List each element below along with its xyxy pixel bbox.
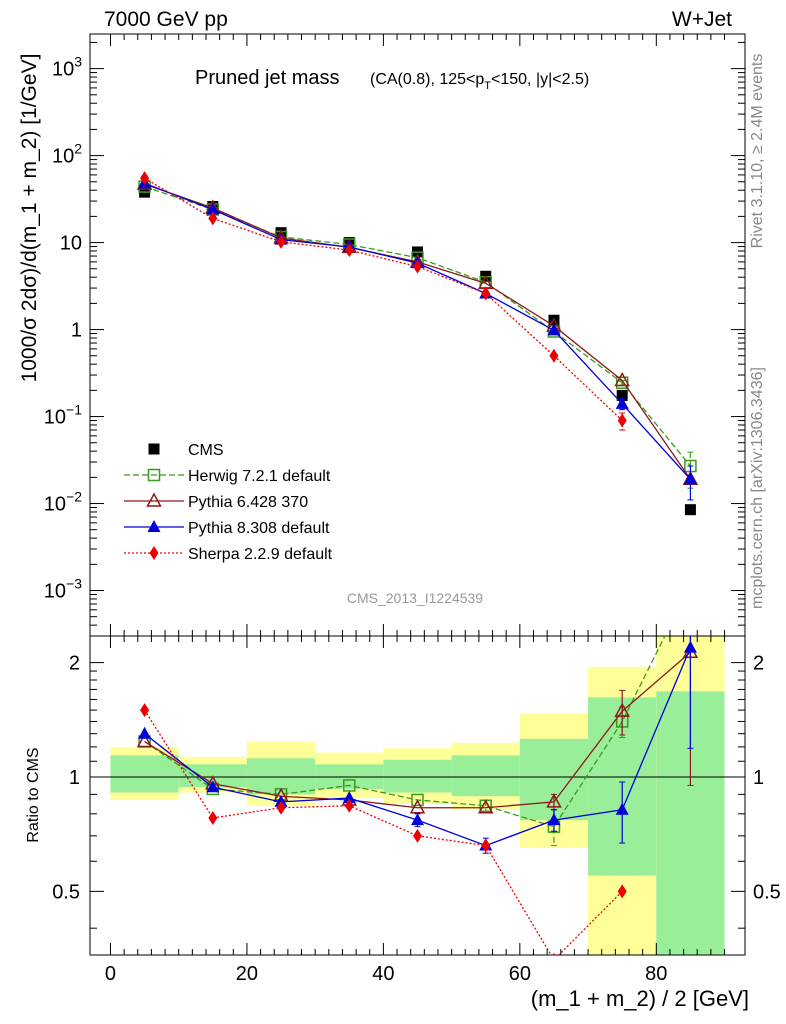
ratio-y-tick-label: 2 [69, 653, 80, 675]
ratio-point-herwig-7-2-1-default [685, 580, 696, 591]
ratio-point-pythia-8-308-default [206, 780, 220, 793]
y-tick-label: 10−1 [44, 402, 82, 429]
main-point-pythia-6-428-370 [614, 371, 630, 387]
y-tick-label: 10−3 [44, 576, 82, 603]
header-right: W+Jet [672, 8, 732, 31]
watermark: CMS_2013_I1224539 [347, 590, 483, 606]
ratio-line-pythia-6-428-370 [144, 651, 691, 809]
ratio-frame [89, 635, 746, 956]
ratio-point-herwig-7-2-1-default [343, 779, 356, 792]
rivet-label: Rivet 3.1.10, ≥ 2.4M events [749, 54, 766, 249]
ratio-point-sherpa-2-2-9-default [208, 810, 218, 825]
uncertainty-band-green [110, 755, 179, 793]
y-tick-label: 103 [52, 54, 82, 81]
ratio-point-sherpa-2-2-9-default [140, 703, 150, 718]
main-point-pythia-8-308-default [206, 202, 220, 215]
x-tick-label: 20 [236, 963, 258, 985]
ratio-series-group [136, 580, 699, 955]
x-tick-label: 0 [105, 963, 116, 985]
ratio-point-pythia-6-428-370 [546, 793, 562, 808]
legend-label-herwig-7-2-1-default: Herwig 7.2.1 default [188, 468, 331, 485]
main-line-pythia-6-428-370 [144, 183, 691, 480]
ratio-y-tick-label: 1 [69, 767, 80, 789]
ratio-point-pythia-8-308-default [411, 813, 424, 826]
main-line-sherpa-2-2-9-default [144, 177, 623, 422]
ratio-point-pythia-6-428-370 [614, 702, 630, 717]
main-series-group [136, 171, 699, 516]
legend-marker-cms [148, 443, 160, 455]
mcplots-label: mcplots.cern.ch [arXiv:1306.3436] [749, 367, 766, 609]
main-point-sherpa-2-2-9-default [549, 348, 559, 363]
ratio-point-pythia-6-428-370 [477, 799, 494, 814]
ratio-y-axis-label: Ratio to CMS [25, 747, 42, 842]
main-point-pythia-8-308-default [615, 396, 629, 409]
ratio-point-pythia-6-428-370 [409, 799, 426, 814]
main-point-sherpa-2-2-9-default [617, 413, 627, 428]
ratio-point-pythia-8-308-default [342, 791, 356, 804]
legend-marker-sherpa-2-2-9-default [149, 546, 159, 560]
main-point-sherpa-2-2-9-default [140, 171, 150, 186]
ratio-point-sherpa-2-2-9-default [617, 884, 627, 899]
uncertainty-band-green [451, 755, 520, 797]
y-tick-label: 1 [71, 320, 82, 342]
main-line-herwig-7-2-1-default [144, 185, 691, 467]
main-point-sherpa-2-2-9-default [344, 243, 354, 258]
ratio-plot: 0 20 40 60 80 0.5 0.5 1 1 2 2 [52, 580, 781, 985]
legend-marker-herwig-7-2-1-default [147, 468, 161, 482]
legend: CMS Herwig 7.2.1 default Pythia 6.428 370 P… [124, 442, 333, 563]
ratio-point-herwig-7-2-1-default [411, 793, 424, 807]
x-tick-label: 80 [645, 963, 667, 985]
x-tick-label: 40 [372, 963, 394, 985]
ratio-point-pythia-6-428-370 [136, 732, 153, 748]
legend-label-cms: CMS [188, 442, 224, 459]
uncertainty-band-green [383, 759, 452, 793]
x-axis-label: (m_1 + m_2) / 2 [GeV] [531, 986, 749, 1011]
ratio-point-sherpa-2-2-9-default [276, 800, 286, 815]
main-line-pythia-8-308-default [144, 182, 691, 480]
plot-title-sub: (CA(0.8), 125<pT<150, |y|<2.5) [370, 71, 589, 92]
ratio-point-sherpa-2-2-9-default [481, 838, 491, 853]
x-tick-label: 60 [509, 963, 531, 985]
main-point-cms [616, 389, 628, 401]
ratio-y-tick-label: 0.5 [52, 881, 80, 903]
y-tick-label: 102 [52, 141, 82, 168]
main-point-sherpa-2-2-9-default [413, 259, 422, 274]
ratio-y-tick-label-right: 0.5 [753, 881, 781, 903]
ratio-y-tick-label-right: 2 [753, 653, 764, 675]
main-point-sherpa-2-2-9-default [208, 211, 218, 226]
ratio-point-pythia-8-308-default [547, 813, 561, 826]
plot-title-main: Pruned jet mass [195, 67, 340, 89]
y-tick-label: 10−2 [44, 489, 82, 516]
main-point-cms [684, 504, 696, 516]
header-left: 7000 GeV pp [104, 8, 228, 31]
y-tick-label: 10 [60, 233, 82, 255]
main-point-pythia-8-308-default [683, 472, 697, 485]
ratio-point-pythia-8-308-default [615, 802, 629, 815]
main-point-sherpa-2-2-9-default [481, 286, 491, 301]
legend-marker-pythia-8-308-default [147, 520, 161, 532]
main-y-axis-label: 1000/σ 2dσ)/d(m_1 + m_2) [1/GeV] [18, 54, 41, 383]
legend-label-pythia-8-308-default: Pythia 8.308 default [188, 520, 330, 537]
ratio-point-pythia-8-308-default [683, 640, 697, 653]
ratio-point-sherpa-2-2-9-default [413, 828, 422, 843]
ratio-point-pythia-8-308-default [138, 726, 152, 739]
legend-label-pythia-6-428-370: Pythia 6.428 370 [188, 494, 308, 511]
ratio-point-sherpa-2-2-9-default [344, 798, 354, 813]
ratio-y-tick-label-right: 1 [753, 767, 764, 789]
main-point-cms [275, 227, 287, 239]
main-point-pythia-8-308-default [547, 323, 561, 336]
ratio-point-sherpa-2-2-9-default [552, 952, 556, 955]
legend-marker-pythia-6-428-370 [146, 492, 162, 507]
legend-label-sherpa-2-2-9-default: Sherpa 2.2.9 default [188, 546, 333, 563]
main-point-sherpa-2-2-9-default [276, 234, 286, 249]
